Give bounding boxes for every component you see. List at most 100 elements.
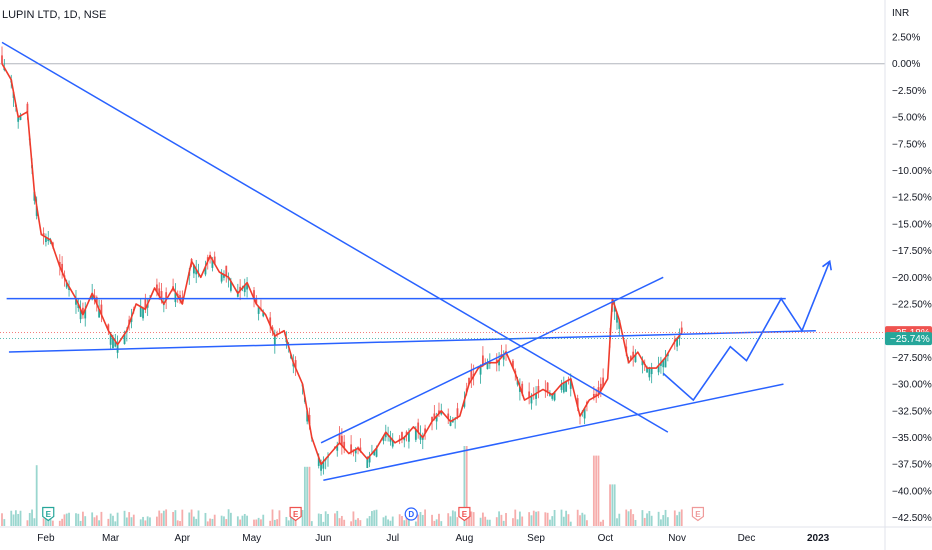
price-scale[interactable]: 2.50% 0.00% −2.50% −5.00% −7.50% −10.00% −12.5…: [892, 33, 932, 525]
volume-bar: [204, 512, 207, 526]
volume-bar: [3, 519, 6, 526]
volume-bar: [565, 510, 568, 526]
volume-bar: [366, 518, 369, 526]
event-marker-label: E: [293, 510, 299, 519]
volume-bar: [389, 520, 392, 526]
y-tick-label: −42.50%: [892, 513, 932, 524]
volume-bar: [114, 521, 117, 526]
earnings-marker: [458, 506, 471, 522]
volume-bar: [375, 509, 378, 526]
x-tick-label: Jul: [386, 533, 399, 544]
candle-body: [479, 366, 482, 375]
candle-body: [447, 413, 450, 419]
volume-bar: [211, 518, 214, 526]
candle-body: [61, 263, 64, 272]
volume-bar: [481, 512, 484, 526]
volume-bar: [528, 512, 531, 526]
volume-bars: [1, 446, 683, 526]
candle-body: [84, 309, 87, 319]
x-tick-label: Feb: [37, 533, 55, 544]
candle-body: [192, 265, 195, 274]
volume-bar: [433, 520, 436, 526]
channel-lower-line: [323, 383, 784, 481]
volume-bar: [544, 512, 547, 526]
volume-bar: [192, 516, 195, 526]
candle-body: [421, 437, 424, 440]
earnings-marker: [691, 506, 705, 522]
x-tick-label: Jun: [315, 533, 331, 544]
volume-bar: [618, 513, 621, 526]
y-tick-label: −35.00%: [892, 433, 932, 444]
volume-bar: [562, 516, 565, 526]
volume-bar: [592, 455, 595, 526]
volume-bar: [468, 510, 470, 526]
volume-bar: [650, 515, 653, 526]
candle-body: [662, 360, 665, 368]
volume-bar: [292, 513, 295, 526]
volume-bar: [387, 519, 390, 526]
candle-body: [518, 386, 521, 392]
candle-body: [424, 428, 426, 434]
volume-bar: [398, 514, 401, 526]
event-marker-label: E: [46, 510, 52, 519]
candle-body: [629, 356, 632, 361]
volume-bar: [68, 512, 70, 526]
volume-bar: [320, 514, 322, 526]
volume-bar: [130, 517, 133, 526]
volume-bar: [165, 509, 168, 526]
volume-bar: [340, 515, 343, 526]
volume-bar: [100, 511, 103, 526]
rising-support-line: [8, 329, 816, 353]
volume-bar: [505, 513, 507, 526]
candle-body: [246, 282, 248, 290]
volume-bar: [324, 511, 327, 526]
candle-body: [306, 410, 309, 422]
candle-body: [158, 288, 161, 296]
volume-bar: [417, 514, 420, 526]
volume-bar: [109, 513, 112, 526]
volume-bar: [352, 511, 355, 526]
trendline-drawings[interactable]: [1, 41, 832, 481]
volume-bar: [303, 466, 306, 526]
volume-bar: [632, 514, 635, 526]
candle-body: [338, 434, 341, 443]
volume-bar: [158, 510, 161, 526]
volume-bar: [172, 511, 174, 526]
volume-bar: [532, 510, 535, 526]
candle-body: [317, 457, 320, 466]
candle-body: [389, 437, 392, 442]
candle-body: [359, 447, 362, 451]
volume-bar: [521, 516, 524, 526]
candle-body: [382, 436, 385, 441]
volume-bar: [373, 510, 376, 526]
y-tick-label: −17.50%: [892, 246, 932, 257]
candle-body: [470, 370, 473, 381]
y-tick-label: −20.00%: [892, 273, 932, 284]
volume-bar: [611, 484, 614, 526]
volume-bar: [560, 509, 563, 526]
candle-body: [229, 281, 232, 291]
volume-bar: [470, 511, 473, 526]
volume-bar: [209, 518, 211, 526]
volume-bar: [287, 520, 290, 526]
y-tick-label: −37.50%: [892, 460, 932, 471]
candle-body: [512, 360, 514, 369]
volume-bar: [643, 517, 646, 526]
volume-bar: [35, 465, 38, 526]
volume-bar: [253, 519, 255, 526]
volume-bar: [660, 519, 662, 526]
volume-bar: [112, 515, 114, 526]
volume-bar: [65, 513, 68, 526]
volume-bar: [31, 509, 33, 526]
candle-body: [595, 393, 598, 397]
time-scale[interactable]: Feb Mar Apr May Jun Jul Aug Sep Oct Nov Dec 2023: [37, 533, 829, 544]
candle-body: [320, 464, 322, 471]
volume-bar: [10, 510, 13, 526]
volume-bar: [144, 520, 147, 526]
volume-bar: [146, 516, 149, 526]
volume-bar: [401, 516, 403, 526]
y-tick-label: −40.00%: [892, 486, 932, 497]
volume-bar: [438, 513, 440, 526]
volume-bar: [569, 521, 572, 526]
